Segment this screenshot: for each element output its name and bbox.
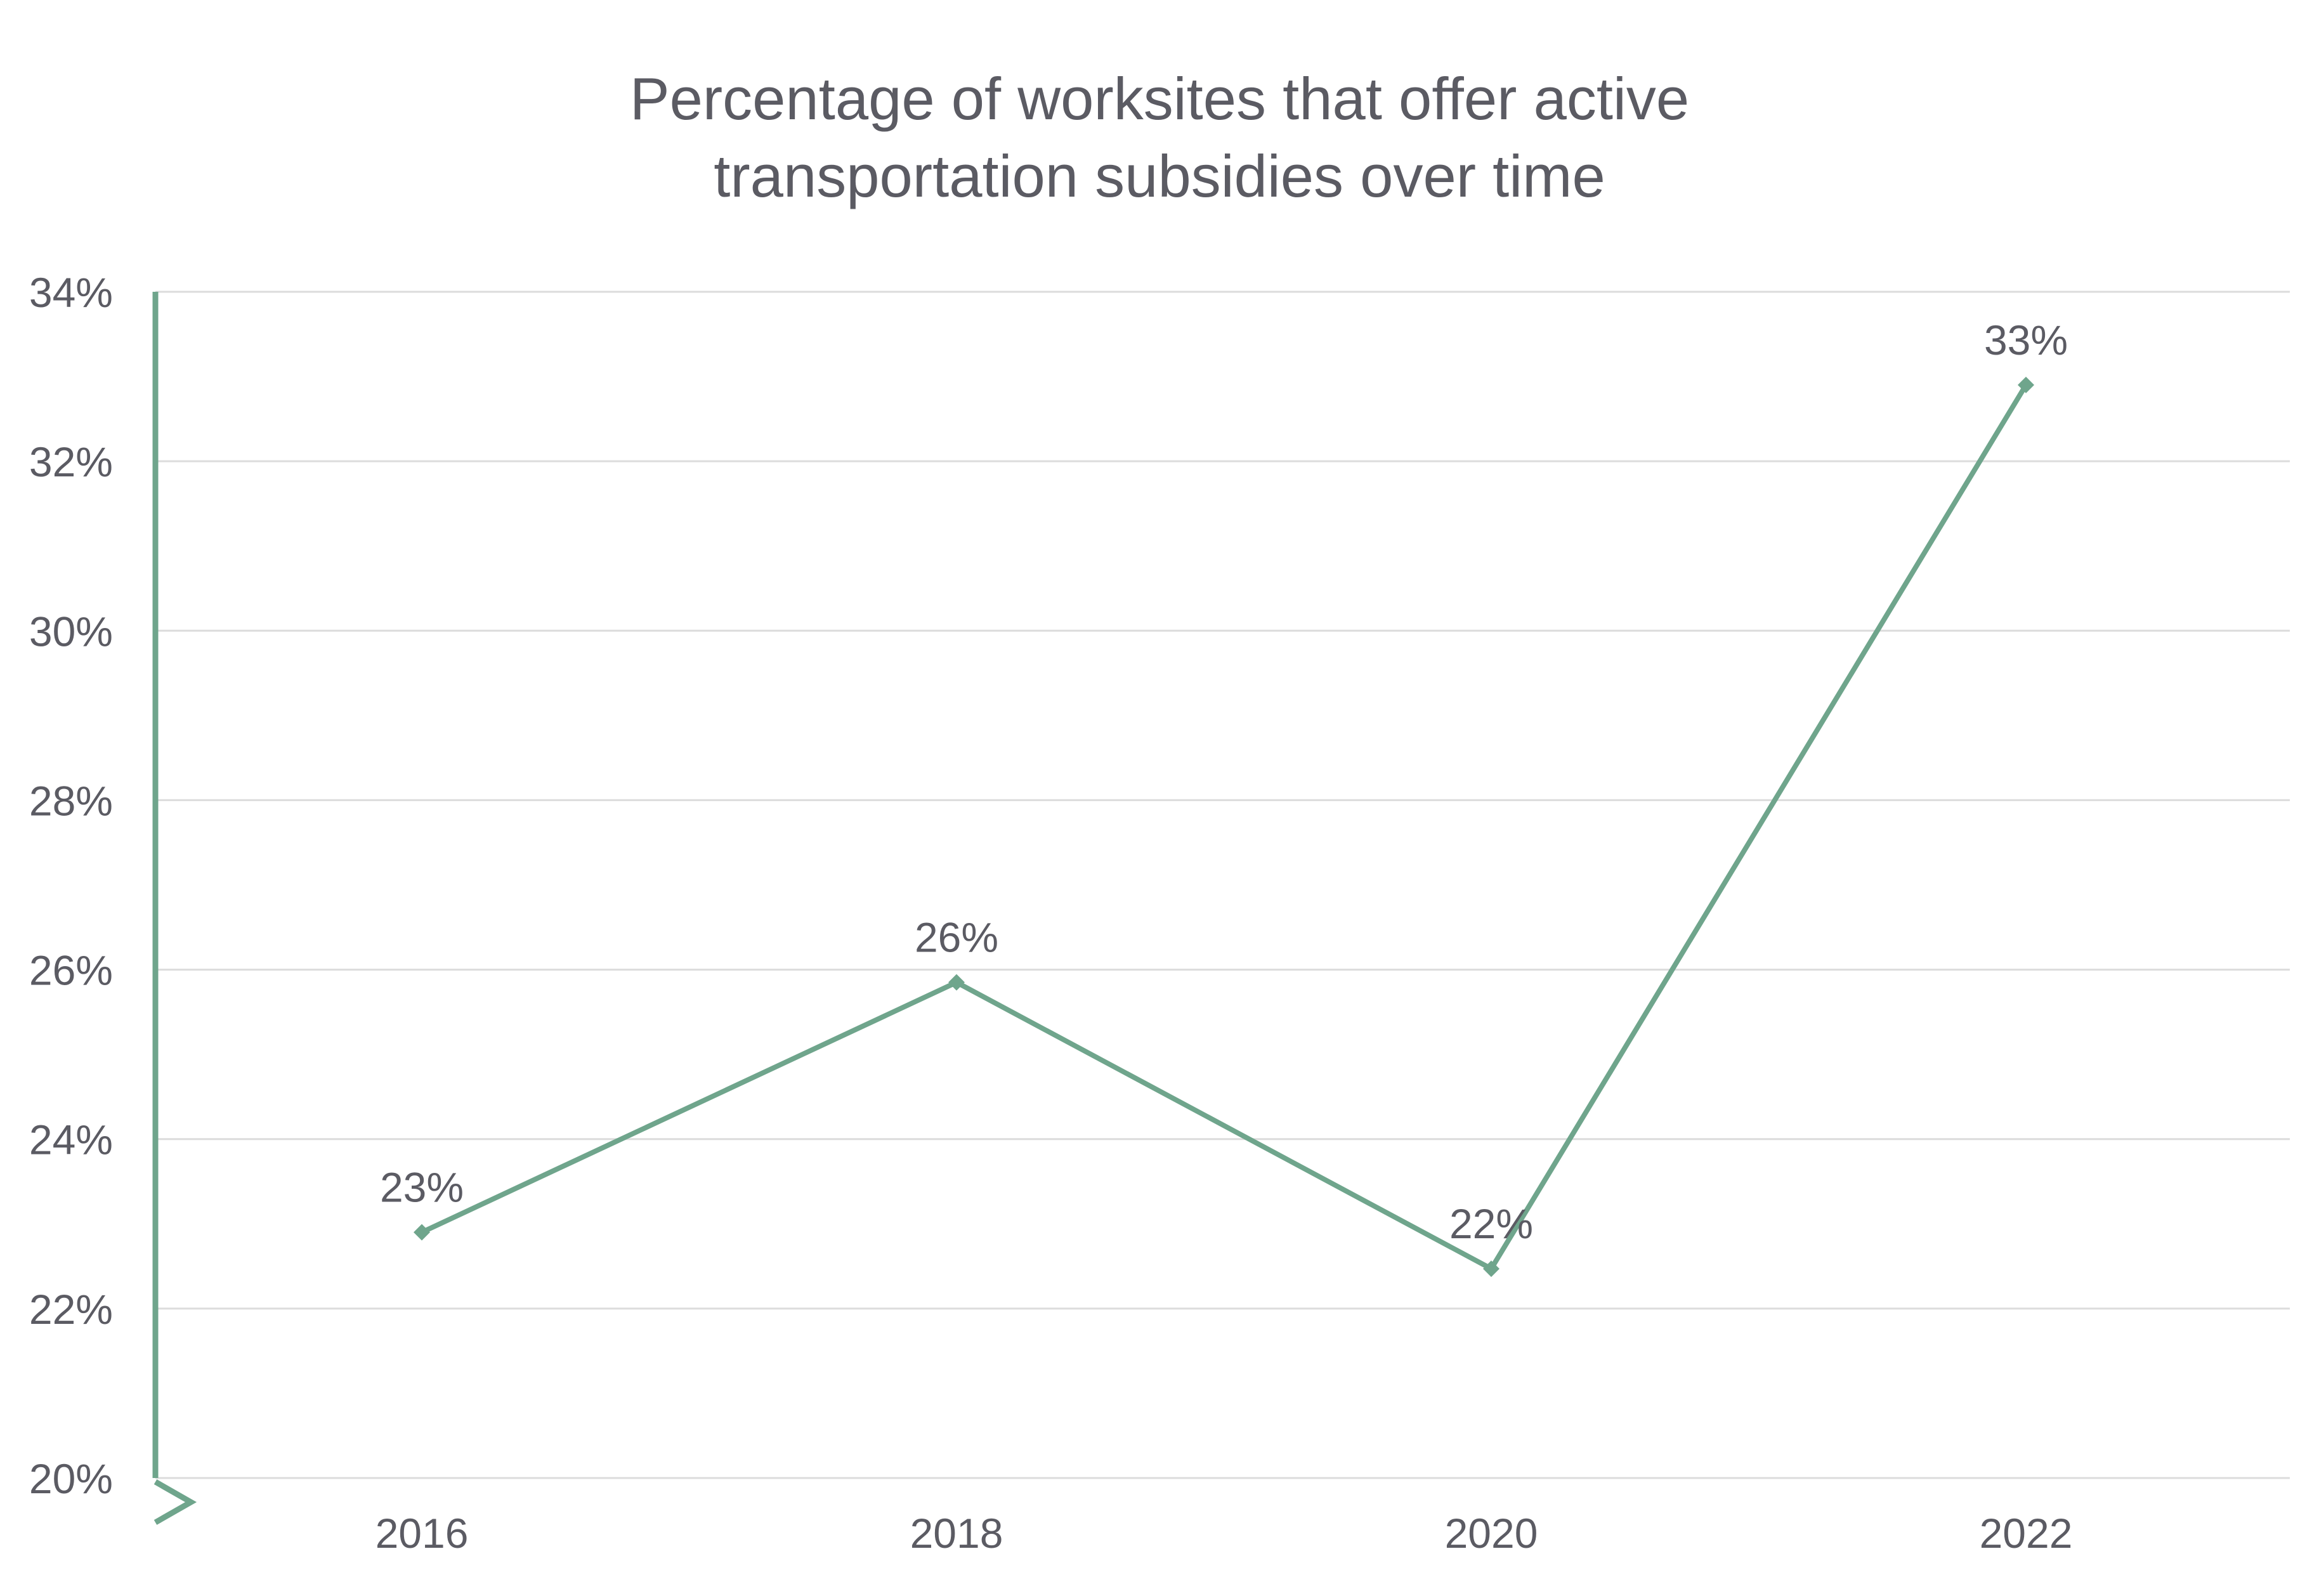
chart-title: Percentage of worksites that offer activ… — [0, 60, 2319, 215]
y-tick-label: 30% — [29, 608, 113, 655]
y-axis — [152, 292, 197, 1525]
data-labels: 23% 26% 22% 33% — [380, 317, 2068, 1247]
series-line — [419, 382, 2028, 1272]
y-tick-label: 28% — [29, 777, 113, 824]
data-label-2022: 33% — [1984, 317, 2068, 363]
y-axis-break — [154, 1479, 197, 1525]
data-point-2018 — [948, 974, 965, 991]
data-point-2022 — [2018, 376, 2034, 393]
chart-title-line-1: Percentage of worksites that offer activ… — [629, 65, 1690, 132]
y-tick-label: 32% — [29, 438, 113, 485]
y-tick-labels: 20% 22% 24% 26% 28% 30% 32% 34% — [29, 269, 113, 1502]
y-tick-label: 26% — [29, 947, 113, 994]
y-tick-label: 24% — [29, 1116, 113, 1163]
y-tick-label: 34% — [29, 269, 113, 316]
x-tick-label: 2016 — [376, 1510, 469, 1557]
x-tick-label: 2022 — [1980, 1510, 2073, 1557]
data-point-2016 — [414, 1224, 430, 1241]
gridlines — [155, 291, 2290, 1479]
data-label-2016: 23% — [380, 1164, 464, 1211]
y-tick-label: 22% — [29, 1286, 113, 1333]
data-label-2018: 26% — [915, 914, 998, 961]
chart-title-line-2: transportation subsidies over time — [714, 143, 1605, 209]
data-point-2020 — [1483, 1260, 1499, 1278]
x-tick-label: 2018 — [910, 1510, 1003, 1557]
data-label-2020: 22% — [1449, 1200, 1533, 1247]
x-tick-label: 2020 — [1445, 1510, 1538, 1557]
y-tick-label: 20% — [29, 1455, 113, 1502]
series — [414, 376, 2034, 1278]
x-tick-labels: 2016 2018 2020 2022 — [376, 1510, 2073, 1557]
